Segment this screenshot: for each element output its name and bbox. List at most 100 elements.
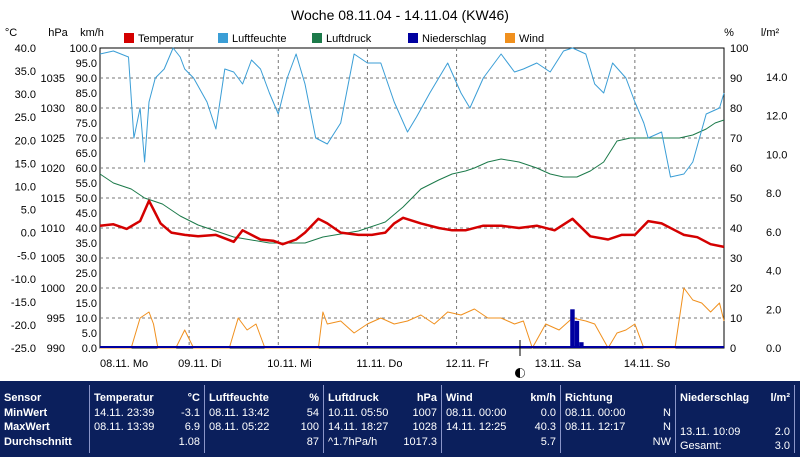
rain-tick: 12.0 [766,111,787,123]
wind-unit: km/h [530,392,556,404]
wind-tick: 85.0 [76,88,97,100]
rain-unit: l/m² [770,392,790,404]
wind-tick: 30.0 [76,253,97,265]
direction-header: Richtung [565,392,613,404]
temperature-unit: °C [187,392,200,404]
humidity-tick: 60 [730,163,742,175]
x-axis-label: 09.11. Di [178,358,221,370]
weather-chart: Woche 08.11.04 - 14.11.04 (KW46) Tempera… [5,7,787,378]
wind-min-value: 0.0 [540,407,556,419]
temperature-tick: 40.0 [15,43,36,55]
x-axis-label: 11.11. Do [356,358,402,370]
pressure-tick: 1020 [41,163,65,175]
x-axis-labels: 08.11. Mo 09.11. Di 10.11. Mi 11.11. Do 12.1… [100,358,670,370]
temperature-column: Temperatur °C 14.11. 23:39 -3.1 08.11. 13:… [90,383,204,455]
rain-max-value: 2.0 [774,426,790,438]
humidity-avg-value: 87 [306,436,319,448]
rain-bar [574,320,580,348]
x-axis-label: 13.11. Sa [535,358,582,370]
humidity-tick: 70 [730,133,742,145]
legend-swatch [218,33,228,43]
unit-label: °C [5,27,17,39]
temperature-tick: 30.0 [15,89,36,101]
rain-bar [579,342,584,348]
x-axis-label: 14.11. So [624,358,670,370]
sensor-header: Sensor [4,392,42,404]
wind-tick: 60.0 [76,163,97,175]
rain-tick: 0.0 [766,343,781,355]
temperature-header: Temperatur [94,392,154,404]
unit-label: % [724,27,734,39]
wind-tick: 100.0 [69,43,97,55]
humidity-tick: 30 [730,253,742,265]
rain-tick: 14.0 [766,72,787,84]
x-axis-label: 08.11. Mo [100,358,148,370]
humidity-tick: 0 [730,343,736,355]
temperature-min-value: -3.1 [181,407,200,419]
wind-min-time: 08.11. 00:00 [446,407,507,419]
temperature-tick: -5.0 [17,251,36,263]
temperature-tick: 35.0 [15,66,36,78]
pressure-min-value: 1007 [412,407,437,419]
pressure-max-value: 1028 [412,421,437,433]
pressure-tick: 1010 [41,223,65,235]
legend-label: Niederschlag [422,33,486,45]
legend: Temperatur Luftfeuchte Luftdruck Niederschl… [124,33,544,45]
grid-lines [100,48,724,348]
legend-swatch [124,33,134,43]
left-axis-ticks: 40.0 35.0 30.0 25.0 20.0 15.0 10.0 5.0 0.0 -5.0 -1… [11,43,97,355]
wind-max-value: 40.3 [534,421,556,433]
wind-tick: 40.0 [76,223,97,235]
wind-tick: 75.0 [76,118,97,130]
wind-tick: 80.0 [76,103,97,115]
statistics-panel: Sensor MinWert MaxWert Durchschnitt Temp… [0,381,800,457]
wind-header: Wind [446,392,473,404]
humidity-min-value: 54 [306,407,319,419]
rain-max-time: 13.11. 10:09 [680,426,741,438]
wind-tick: 45.0 [76,208,97,220]
legend-swatch [408,33,418,43]
series-lines [99,47,725,349]
pressure-tick: 1025 [41,133,65,145]
humidity-tick: 40 [730,223,742,235]
wind-tick: 55.0 [76,178,97,190]
right-axis-ticks: 100908070605040302010014.012.010.08.06.0… [730,43,787,355]
unit-label: km/h [80,27,104,39]
rain-tick: 4.0 [766,266,781,278]
min-label: MinWert [4,407,48,419]
rain-total-label: Gesamt: [680,440,722,452]
avg-label: Durchschnitt [4,436,72,448]
humidity-column: Luftfeuchte% 08.11. 13:42 54 08.11. 05:22… [205,383,323,455]
direction-min-value: N [663,407,671,419]
sensor-column: Sensor MinWert MaxWert Durchschnitt [0,383,90,455]
wind-tick: 25.0 [76,268,97,280]
wind-tick: 35.0 [76,238,97,250]
wind-max-time: 14.11. 12:25 [446,421,507,433]
rain-tick: 8.0 [766,188,781,200]
wind-column: Wind km/h 08.11. 00:00 0.0 14.11. 12:25 40.… [442,383,560,455]
direction-min-time: 08.11. 00:00 [565,407,626,419]
series-wind [100,287,725,349]
temperature-max-time: 08.11. 13:39 [94,421,155,433]
rain-tick: 6.0 [766,227,781,239]
temperature-tick: 5.0 [21,205,36,217]
series-luftdruck [99,119,725,244]
direction-max-value: N [663,421,671,433]
pressure-tick: 995 [47,313,65,325]
wind-tick: 95.0 [76,58,97,70]
rain-tick: 2.0 [766,304,781,316]
wind-avg-value: 5.7 [540,436,556,448]
pressure-tick: 1035 [41,73,65,85]
legend-label: Temperatur [138,33,194,45]
rain-total-value: 3.0 [774,440,790,452]
temperature-tick: 0.0 [21,228,36,240]
legend-label: Luftfeuchte [232,33,286,45]
wind-tick: 10.0 [76,313,97,325]
wind-tick: 50.0 [76,193,97,205]
wind-tick: 5.0 [82,328,97,340]
wind-tick: 0.0 [82,343,97,355]
humidity-header: Luftfeuchte [209,392,269,404]
legend-swatch [312,33,322,43]
pressure-max-time: 14.11. 18:27 [328,421,389,433]
axis-units: °C hPa km/h% l/m² [5,27,780,39]
